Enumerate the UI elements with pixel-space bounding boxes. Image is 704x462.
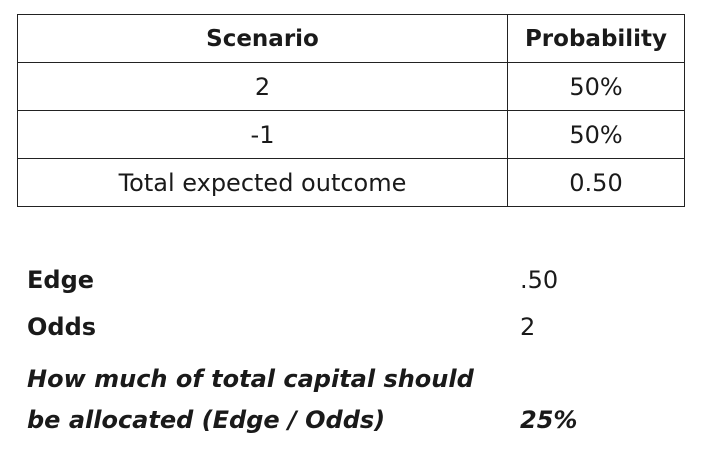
allocation-label-line1: How much of total capital should — [27, 365, 474, 393]
scenario-probability-table: Scenario Probability 2 50% -1 50% Total … — [17, 14, 685, 207]
odds-value: 2 — [520, 313, 536, 341]
edge-label: Edge — [27, 266, 95, 294]
odds-row: Odds — [27, 313, 96, 341]
table-row: 2 50% — [17, 62, 685, 111]
probability-cell: 50% — [507, 62, 685, 111]
table-row: -1 50% — [17, 110, 685, 159]
scenario-cell: 2 — [17, 62, 508, 111]
odds-label: Odds — [27, 313, 97, 341]
total-value-cell: 0.50 — [507, 158, 685, 207]
table-row-total: Total expected outcome 0.50 — [17, 158, 685, 207]
header-scenario: Scenario — [17, 14, 508, 63]
allocation-label-line2: be allocated (Edge / Odds) — [27, 406, 386, 434]
header-probability: Probability — [507, 14, 685, 63]
scenario-cell: -1 — [17, 110, 508, 159]
table-header-row: Scenario Probability — [17, 14, 685, 63]
total-label-cell: Total expected outcome — [17, 158, 508, 207]
edge-row: Edge — [27, 266, 94, 294]
edge-value: .50 — [520, 266, 559, 294]
probability-cell: 50% — [507, 110, 685, 159]
allocation-value: 25% — [520, 406, 578, 434]
